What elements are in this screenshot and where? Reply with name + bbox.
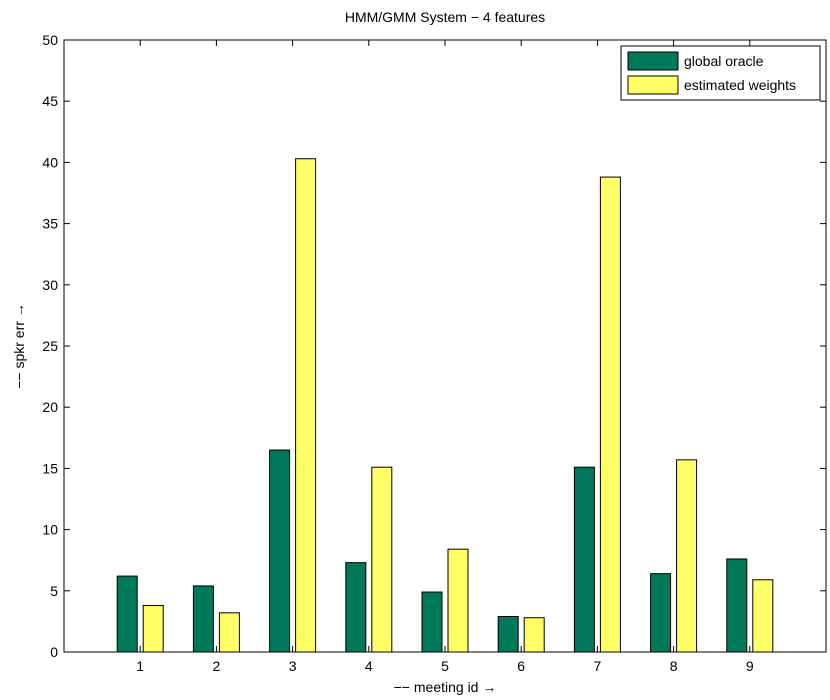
x-tick-label: 8 xyxy=(670,658,678,674)
bar-estimated-weights-8 xyxy=(676,459,698,653)
bar-global-oracle-1 xyxy=(116,575,138,653)
bar-global-oracle-6 xyxy=(497,616,519,653)
bar-global-oracle-5 xyxy=(421,591,443,653)
bar-global-oracle-4 xyxy=(345,562,367,653)
legend-label: estimated weights xyxy=(684,77,796,93)
x-tick-label: 7 xyxy=(594,658,602,674)
x-axis-label: −− meeting id → xyxy=(394,679,497,695)
bar-estimated-weights-6 xyxy=(523,617,545,653)
bar-estimated-weights-5 xyxy=(447,548,469,653)
bar-global-oracle-3 xyxy=(269,449,291,653)
bar-estimated-weights-3 xyxy=(295,158,317,653)
y-tick-label: 30 xyxy=(42,277,58,293)
x-tick-label: 4 xyxy=(365,658,373,674)
bar-estimated-weights-2 xyxy=(218,612,240,653)
y-tick-label: 15 xyxy=(42,460,58,476)
x-tick-label: 1 xyxy=(136,658,144,674)
chart-title: HMM/GMM System − 4 features xyxy=(345,9,545,25)
bars-layer xyxy=(116,158,774,653)
legend-swatch xyxy=(627,75,679,95)
bar-estimated-weights-7 xyxy=(599,176,621,653)
legend: global oracle estimated weights xyxy=(620,45,821,101)
legend-swatch xyxy=(627,51,679,71)
y-tick-label: 40 xyxy=(42,154,58,170)
y-tick-label: 5 xyxy=(50,583,58,599)
bar-global-oracle-7 xyxy=(573,466,595,653)
y-tick-label: 35 xyxy=(42,216,58,232)
bar-global-oracle-9 xyxy=(726,558,748,653)
x-tick-label: 9 xyxy=(746,658,754,674)
x-tick-label: 3 xyxy=(289,658,297,674)
bar-global-oracle-2 xyxy=(192,585,214,653)
bar-estimated-weights-4 xyxy=(371,466,393,653)
bar-global-oracle-8 xyxy=(650,573,672,653)
y-tick-label: 50 xyxy=(42,32,58,48)
y-tick-label: 25 xyxy=(42,338,58,354)
y-tick-label: 0 xyxy=(50,644,58,660)
bar-estimated-weights-1 xyxy=(142,604,164,653)
plot-frame xyxy=(63,39,827,653)
y-tick-label: 20 xyxy=(42,399,58,415)
x-tick-label: 6 xyxy=(517,658,525,674)
y-tick-label: 10 xyxy=(42,522,58,538)
x-tick-label: 5 xyxy=(441,658,449,674)
y-tick-label: 45 xyxy=(42,93,58,109)
x-tick-label: 2 xyxy=(213,658,221,674)
bar-estimated-weights-9 xyxy=(752,579,774,653)
y-axis-label: −− spkr err → xyxy=(11,303,27,389)
legend-label: global oracle xyxy=(684,53,764,69)
